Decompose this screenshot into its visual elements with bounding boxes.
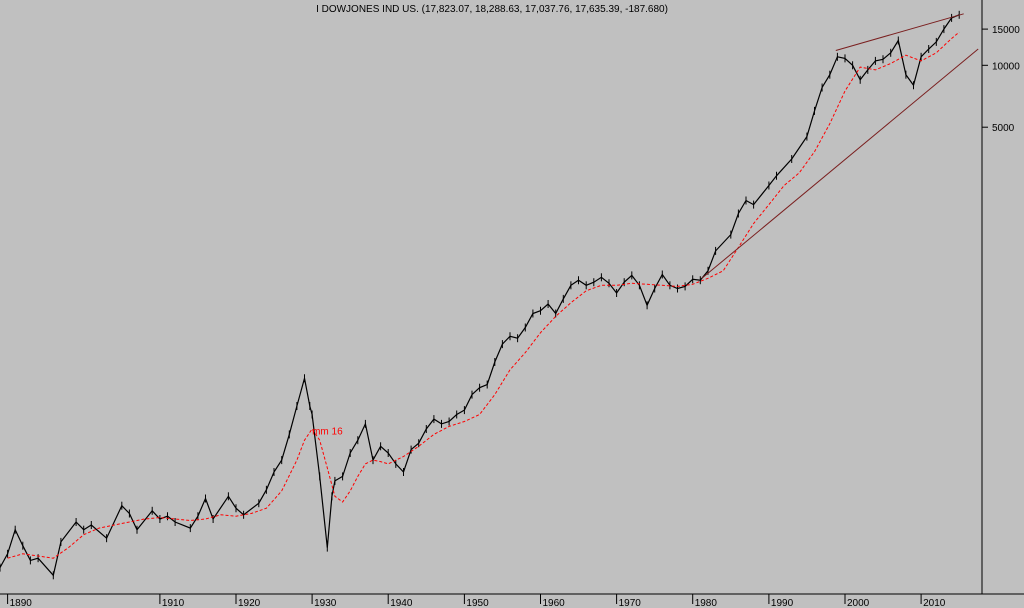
x-tick-label: 1970 [619,598,642,608]
x-tick-label: 1890 [10,598,33,608]
x-tick-label: 1930 [314,598,337,608]
x-tick-label: 1990 [771,598,794,608]
chart-title: I DOWJONES IND US. (17,823.07, 18,288.63… [316,4,668,15]
y-tick-label: 15000 [992,25,1020,36]
x-tick-label: 1910 [162,598,185,608]
x-tick-label: 1920 [238,598,261,608]
x-tick-label: 2000 [847,598,870,608]
series-layer [0,10,960,580]
x-tick-label: 1960 [543,598,566,608]
annotation-layer: mm 16 [312,426,343,437]
x-tick-label: 1940 [390,598,413,608]
y-tick-label: 10000 [992,61,1020,72]
support-trendline [701,48,979,279]
moving-average-line [7,31,960,559]
trendline-layer [701,13,979,279]
x-tick-label: 1950 [466,598,489,608]
x-tick-label: 2010 [923,598,946,608]
resistance-trendline [835,13,964,51]
ma-annotation-label: mm 16 [312,426,343,437]
x-tick-label: 1980 [695,598,718,608]
y-tick-label: 5000 [992,123,1015,134]
